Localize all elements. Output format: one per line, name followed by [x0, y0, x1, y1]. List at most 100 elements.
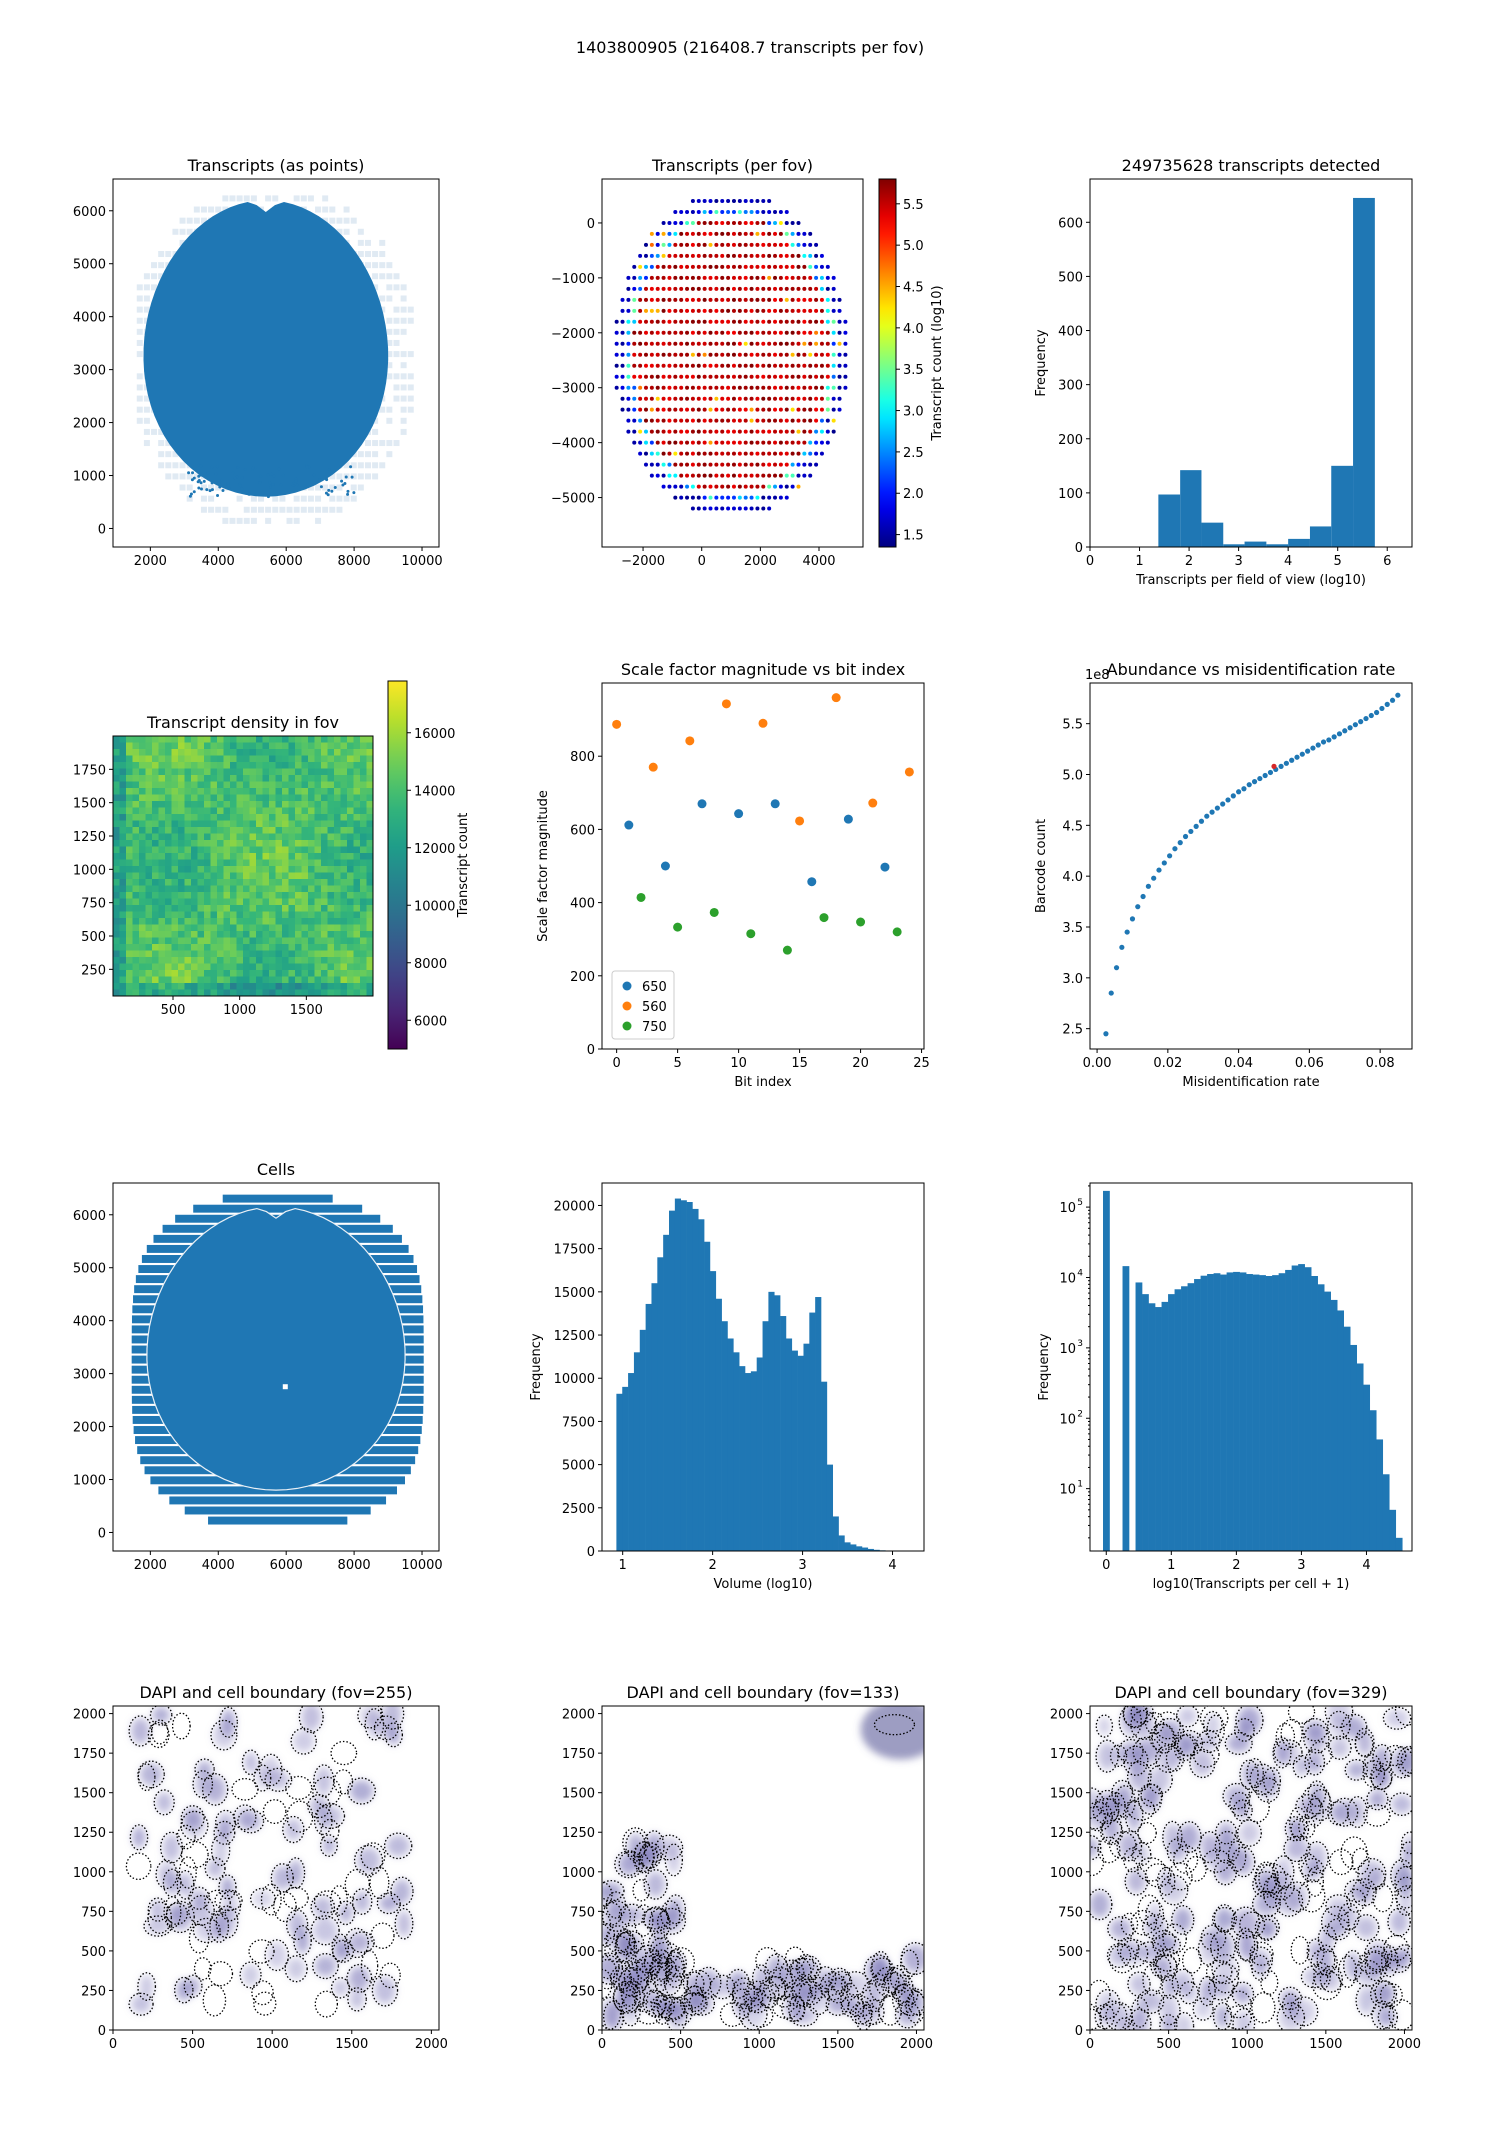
fov-point — [767, 396, 772, 401]
fov-point — [714, 286, 719, 291]
cell-boundary — [1274, 1886, 1304, 1917]
nucleus — [1399, 1748, 1412, 1775]
density-cell — [139, 957, 146, 964]
fov-point — [778, 286, 783, 291]
chart-title: 249735628 transcripts detected — [1122, 156, 1381, 175]
density-cell — [217, 807, 224, 815]
density-cell — [145, 963, 153, 971]
x-tick-label: 4 — [888, 1558, 896, 1573]
fov-point — [638, 330, 643, 335]
fov-point — [790, 440, 795, 445]
density-cell — [152, 827, 159, 834]
density-cell — [204, 872, 211, 880]
cell-boundary — [830, 1970, 853, 1995]
density-cell — [223, 866, 231, 873]
y-tick-label: 3.5 — [1062, 921, 1083, 936]
fov-point — [679, 440, 684, 445]
y-tick-label: 2000 — [73, 1421, 106, 1436]
density-cell — [119, 924, 127, 932]
histogram-bar — [669, 1210, 676, 1551]
cell-boundary — [1231, 1981, 1255, 2007]
barcode-point — [1342, 728, 1348, 734]
density-cell — [165, 983, 172, 990]
nucleus — [1329, 1920, 1348, 1938]
cell-boundary — [633, 1979, 659, 2013]
fov-tile — [329, 495, 336, 502]
nucleus — [1367, 1952, 1386, 1979]
density-cell — [191, 794, 198, 802]
density-cell — [334, 931, 341, 938]
fov-tile — [393, 395, 400, 402]
density-cell — [184, 833, 192, 841]
axes-frame — [1089, 178, 1413, 548]
density-cell — [243, 775, 250, 782]
density-cell — [347, 775, 354, 782]
fov-point — [767, 484, 772, 489]
fov-point — [743, 429, 748, 434]
fov-point — [796, 473, 801, 478]
density-cell — [327, 768, 335, 776]
density-cell — [165, 963, 172, 971]
cell-boundary — [383, 1832, 413, 1860]
cell-boundary — [633, 1841, 655, 1873]
density-cell — [249, 827, 257, 834]
density-cell — [288, 801, 296, 808]
fov-point — [696, 374, 701, 379]
density-cell — [126, 781, 133, 789]
fov-point — [643, 264, 648, 269]
transcript-point — [235, 475, 239, 479]
transcript-point — [271, 482, 275, 486]
x-tick-label: 4000 — [202, 1558, 235, 1573]
x-tick-label: 0.04 — [1224, 1056, 1253, 1071]
cell-boundary — [891, 1983, 915, 2015]
fov-tile — [136, 306, 143, 313]
density-cell — [288, 788, 296, 795]
density-cell — [126, 827, 133, 834]
histogram-bar — [709, 1271, 717, 1551]
fov-tile — [200, 206, 207, 213]
fov-point — [790, 297, 795, 302]
density-cell — [275, 859, 283, 867]
density-cell — [230, 742, 237, 750]
cell-boundary — [1370, 1767, 1393, 1790]
density-cell — [288, 905, 296, 912]
barcode-point — [1209, 809, 1215, 815]
density-cell — [184, 853, 192, 860]
density-cell — [295, 866, 302, 873]
fov-point — [726, 209, 731, 214]
density-cell — [340, 872, 348, 880]
fov-point — [773, 275, 778, 280]
cell-boundary — [376, 1892, 401, 1915]
x-tick-label: 2 — [1185, 554, 1193, 569]
transcript-point — [206, 471, 210, 475]
density-cell — [256, 775, 263, 782]
fov-point — [743, 231, 748, 236]
density-cell — [308, 866, 315, 873]
nucleus — [293, 1730, 315, 1753]
histogram-bar — [1265, 1275, 1273, 1551]
fov-point — [685, 374, 690, 379]
y-tick-label: 5.5 — [1062, 718, 1083, 733]
histogram-bar — [1288, 538, 1310, 547]
fov-point — [814, 275, 819, 280]
fov-point — [814, 407, 819, 412]
density-cell — [230, 957, 237, 964]
density-cell — [256, 827, 263, 834]
nucleus — [1257, 1866, 1275, 1893]
fov-point — [790, 242, 795, 247]
density-cell — [217, 781, 224, 789]
density-cell — [347, 963, 354, 971]
fov-tile — [272, 195, 279, 202]
density-cell — [145, 905, 153, 912]
density-cell — [269, 853, 276, 860]
cell-boundary — [1249, 1941, 1274, 1966]
cell-boundary — [612, 1980, 641, 2014]
nucleus — [1397, 1946, 1412, 1966]
nucleus — [646, 1908, 667, 1930]
nucleus — [1320, 1927, 1335, 1950]
density-cell — [113, 885, 120, 893]
density-cell — [308, 755, 315, 763]
density-cell — [295, 911, 302, 919]
fov-point — [843, 341, 848, 346]
fov-point — [749, 440, 754, 445]
